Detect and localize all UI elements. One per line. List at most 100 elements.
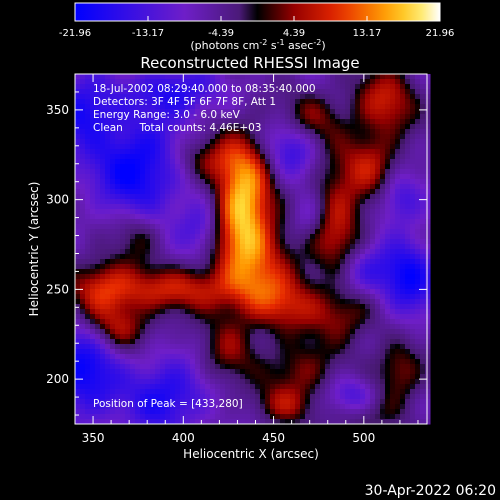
heatmap-cell (345, 254, 351, 260)
heatmap-cell (340, 169, 346, 175)
heatmap-cell (280, 314, 286, 320)
heatmap-cell (135, 234, 141, 240)
heatmap-cell (225, 264, 231, 270)
heatmap-cell (360, 314, 366, 320)
heatmap-cell (290, 379, 296, 385)
heatmap-cell (205, 279, 211, 285)
heatmap-cell (160, 294, 166, 300)
heatmap-cell (190, 394, 196, 400)
heatmap-cell (80, 109, 86, 115)
heatmap-cell (130, 194, 136, 200)
heatmap-cell (395, 414, 401, 420)
heatmap-cell (380, 329, 386, 335)
heatmap-cell (415, 74, 421, 80)
heatmap-cell (105, 319, 111, 325)
heatmap-cell (100, 99, 106, 105)
heatmap-cell (275, 194, 281, 200)
heatmap-cell (285, 344, 291, 350)
heatmap-cell (415, 169, 421, 175)
heatmap-cell (345, 384, 351, 390)
heatmap-cell (240, 174, 246, 180)
heatmap-cell (80, 404, 86, 410)
heatmap-cell (320, 259, 326, 265)
heatmap-cell (285, 89, 291, 95)
heatmap-cell (410, 99, 416, 105)
heatmap-cell (215, 164, 221, 170)
heatmap-cell (230, 229, 236, 235)
heatmap-cell (240, 404, 246, 410)
heatmap-cell (140, 104, 146, 110)
heatmap-cell (255, 354, 261, 360)
heatmap-cell (320, 129, 326, 135)
heatmap-cell (170, 159, 176, 165)
heatmap-cell (115, 339, 121, 345)
heatmap-cell (80, 394, 86, 400)
heatmap-cell (330, 239, 336, 245)
heatmap-cell (375, 229, 381, 235)
heatmap-cell (280, 164, 286, 170)
heatmap-cell (380, 94, 386, 100)
heatmap-cell (110, 179, 116, 185)
heatmap-cell (305, 304, 311, 310)
heatmap-cell (365, 309, 371, 315)
heatmap-cell (160, 179, 166, 185)
heatmap-cell (330, 184, 336, 190)
heatmap-cell (380, 309, 386, 315)
heatmap-cell (245, 144, 251, 150)
heatmap-cell (105, 74, 111, 80)
heatmap-cell (415, 409, 421, 415)
heatmap-cell (80, 164, 86, 170)
heatmap-cell (415, 174, 421, 180)
heatmap-cell (300, 89, 306, 95)
heatmap-cell (345, 304, 351, 310)
heatmap-cell (395, 269, 401, 275)
heatmap-cell (130, 84, 136, 90)
heatmap-cell (240, 214, 246, 220)
heatmap-cell (400, 284, 406, 290)
heatmap-cell (345, 89, 351, 95)
heatmap-cell (180, 299, 186, 305)
heatmap-cell (160, 209, 166, 215)
heatmap-cell (235, 374, 241, 380)
heatmap-cell (320, 179, 326, 185)
heatmap-cell (225, 414, 231, 420)
heatmap-cell (220, 159, 226, 165)
heatmap-cell (140, 79, 146, 85)
heatmap-cell (155, 314, 161, 320)
heatmap-cell (80, 169, 86, 175)
heatmap-cell (160, 119, 166, 125)
heatmap-cell (90, 319, 96, 325)
heatmap-cell (90, 124, 96, 130)
heatmap-cell (265, 369, 271, 375)
heatmap-cell (365, 139, 371, 145)
heatmap-cell (230, 334, 236, 340)
heatmap-cell (130, 329, 136, 335)
heatmap-cell (275, 274, 281, 280)
heatmap-cell (290, 264, 296, 270)
heatmap-cell (205, 174, 211, 180)
heatmap-cell (210, 329, 216, 335)
heatmap-cell (160, 334, 166, 340)
heatmap-cell (150, 249, 156, 255)
heatmap-cell (260, 304, 266, 310)
heatmap-cell (250, 79, 256, 85)
heatmap-cell (225, 339, 231, 345)
heatmap-cell (250, 284, 256, 290)
heatmap-cell (245, 284, 251, 290)
heatmap-cell (190, 324, 196, 330)
heatmap-cell (360, 344, 366, 350)
heatmap-cell (105, 309, 111, 315)
heatmap-cell (285, 324, 291, 330)
heatmap-cell (350, 89, 356, 95)
heatmap-cell (335, 169, 341, 175)
heatmap-cell (95, 389, 101, 395)
heatmap-cell (290, 314, 296, 320)
heatmap-cell (340, 99, 346, 105)
heatmap-cell (420, 74, 426, 80)
heatmap-cell (105, 354, 111, 360)
heatmap-cell (105, 129, 111, 135)
heatmap-cell (360, 399, 366, 405)
heatmap-cell (335, 84, 341, 90)
heatmap-cell (340, 239, 346, 245)
